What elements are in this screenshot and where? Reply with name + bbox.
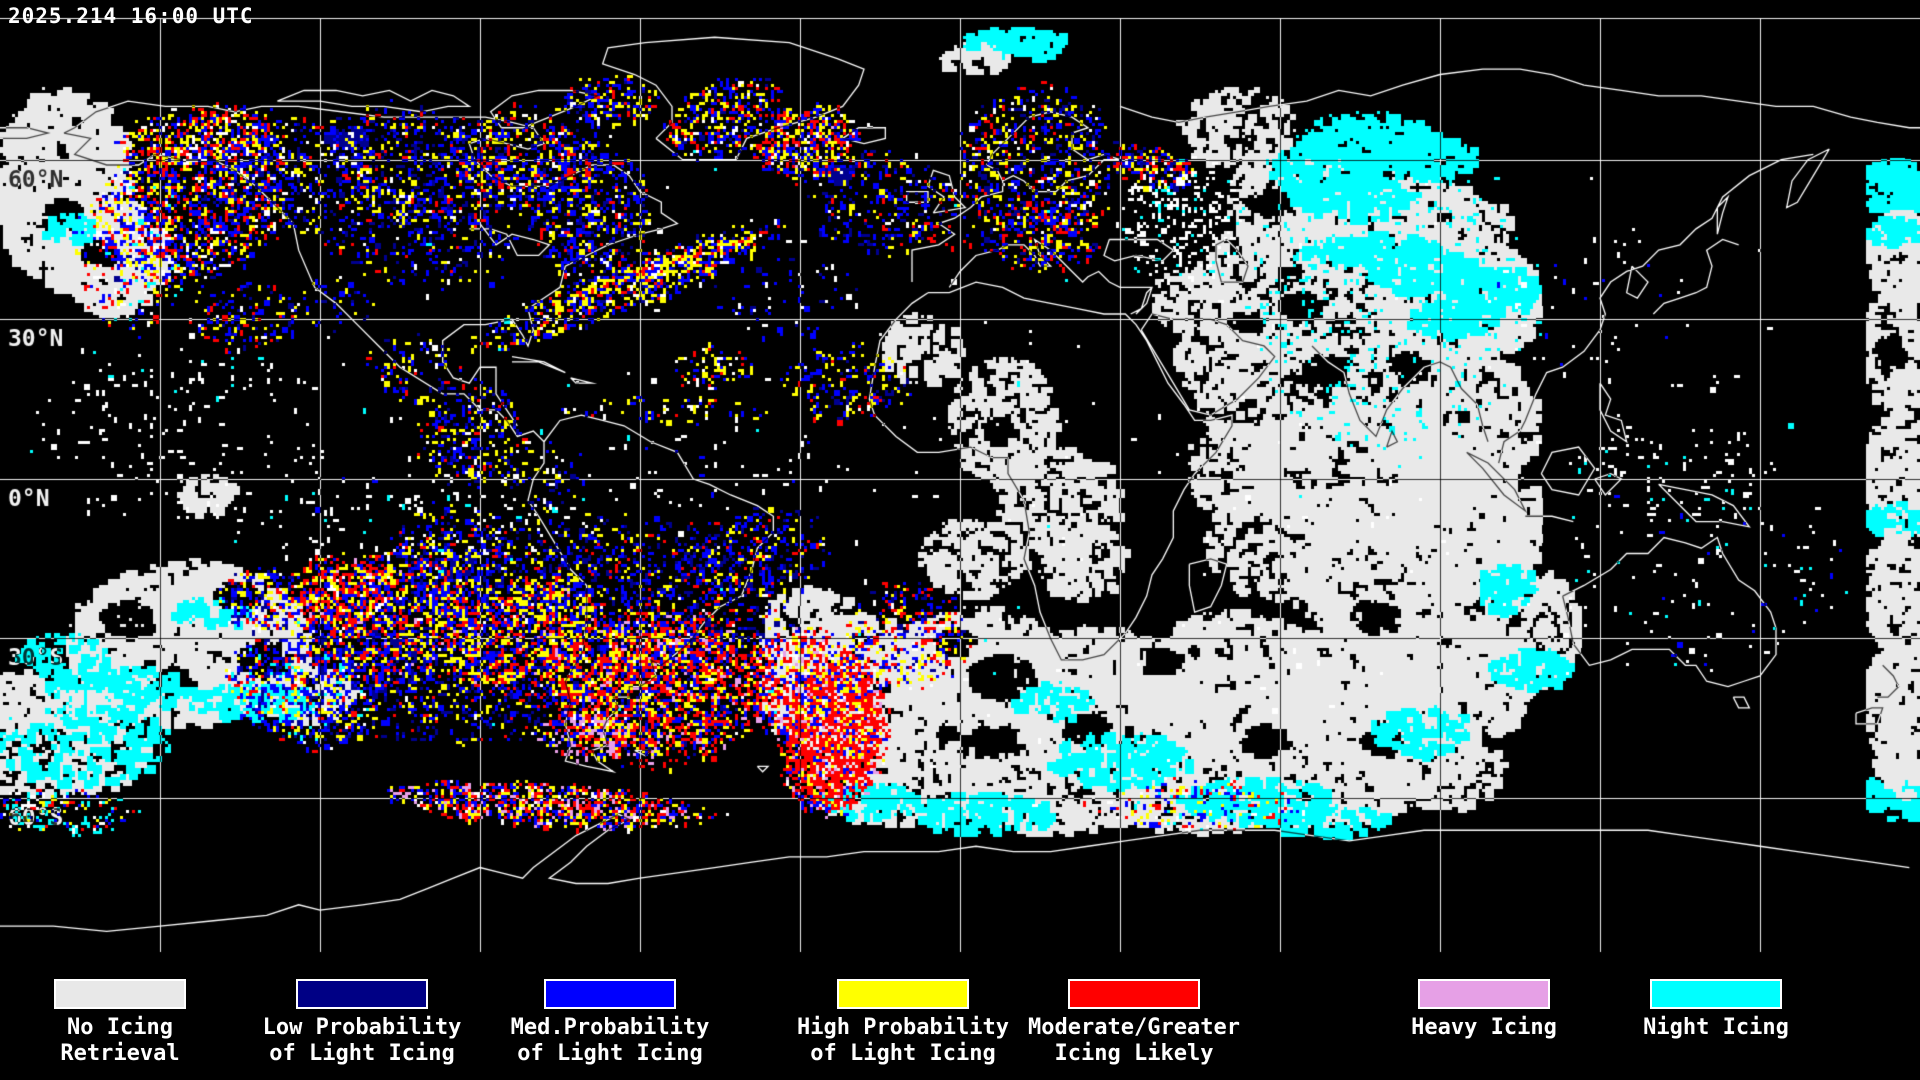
- legend-item-moderate-greater: Moderate/Greater Icing Likely: [997, 958, 1271, 1080]
- legend-label: Retrieval: [60, 1041, 180, 1066]
- legend-item-heavy-icing: Heavy Icing: [1347, 958, 1621, 1080]
- legend-label: of Light Icing: [269, 1041, 455, 1066]
- legend-item-low-probability: Low Probability of Light Icing: [225, 958, 499, 1080]
- legend-label: Heavy Icing: [1411, 1015, 1557, 1040]
- timestamp-label: 2025.214 16:00 UTC: [8, 4, 254, 28]
- world-icing-map-canvas: [0, 0, 1920, 958]
- legend-label: Icing Likely: [1054, 1041, 1214, 1066]
- med-probability-swatch: [544, 979, 676, 1009]
- high-probability-swatch: [837, 979, 969, 1009]
- legend-label: of Light Icing: [517, 1041, 703, 1066]
- legend-item-med-probability: Med.Probability of Light Icing: [473, 958, 747, 1080]
- legend-item-night-icing: Night Icing: [1579, 958, 1853, 1080]
- legend-item-high-probability: High Probability of Light Icing: [766, 958, 1040, 1080]
- low-probability-swatch: [296, 979, 428, 1009]
- legend-label: High Probability: [797, 1015, 1009, 1040]
- no-icing-swatch: [54, 979, 186, 1009]
- moderate-greater-swatch: [1068, 979, 1200, 1009]
- heavy-icing-swatch: [1418, 979, 1550, 1009]
- legend-bar: No Icing Retrieval Low Probability of Li…: [0, 958, 1920, 1080]
- legend-label: Low Probability: [262, 1015, 462, 1040]
- legend-item-no-icing-retrieval: No Icing Retrieval: [0, 958, 257, 1080]
- legend-label: No Icing: [67, 1015, 173, 1040]
- legend-label: Med.Probability: [510, 1015, 710, 1040]
- legend-label: Moderate/Greater: [1028, 1015, 1240, 1040]
- night-icing-swatch: [1650, 979, 1782, 1009]
- legend-label: of Light Icing: [810, 1041, 996, 1066]
- legend-label: Night Icing: [1643, 1015, 1789, 1040]
